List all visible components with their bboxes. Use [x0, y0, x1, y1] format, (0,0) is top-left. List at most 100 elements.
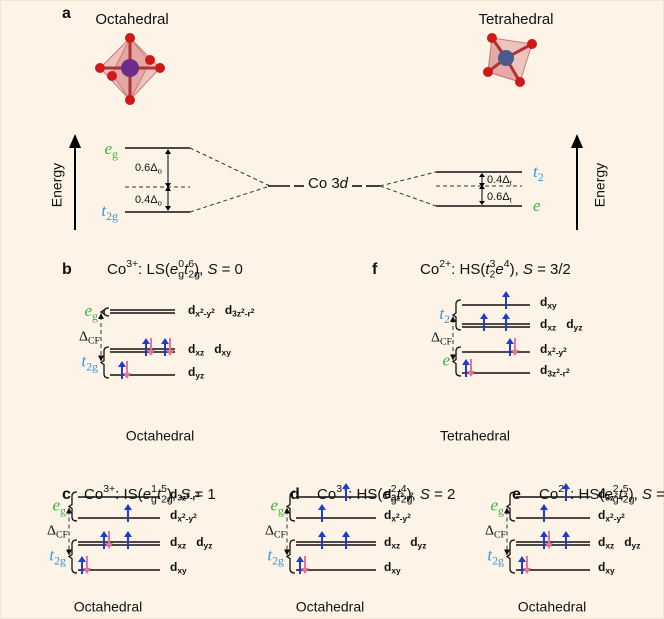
- text-part: e: [442, 350, 450, 369]
- text-part: 2: [563, 347, 567, 354]
- text-part: d: [170, 560, 177, 574]
- text-part: 3z: [605, 493, 614, 503]
- panel-letter: e: [512, 486, 521, 503]
- label: Co 3d: [308, 175, 349, 192]
- text-part: yz: [418, 541, 427, 551]
- text-part: d: [170, 487, 177, 501]
- text-part: 2+: [439, 258, 451, 270]
- text-part: = 0: [217, 261, 242, 278]
- panel-letter: f: [372, 261, 378, 278]
- text-part: : HS(: [348, 486, 382, 503]
- page: {"panel_a": {"letter": "a", "left_title"…: [0, 0, 664, 619]
- text-part: Δ: [431, 330, 440, 345]
- text-part: d: [170, 508, 177, 522]
- text-part: 2g: [272, 553, 284, 567]
- text-part: 2: [410, 492, 414, 499]
- text-part: d: [170, 535, 177, 549]
- text-part: d: [410, 535, 417, 549]
- background: [0, 0, 664, 619]
- text-part: g: [60, 503, 66, 517]
- text-part: e: [495, 261, 503, 278]
- caption: Octahedral: [126, 428, 194, 444]
- text-part: Δ: [265, 524, 274, 539]
- text-part: 3z: [232, 309, 241, 319]
- text-part: d: [188, 342, 195, 356]
- text-part: d: [540, 295, 547, 309]
- text-part: xy: [605, 566, 615, 576]
- text-part: Δ: [47, 524, 56, 539]
- text-part: : LS(: [138, 261, 170, 278]
- text-part: ),: [629, 486, 642, 503]
- text-part: 0.4Δ: [135, 194, 158, 206]
- text-part: 3+: [126, 258, 138, 270]
- text-part: xz: [391, 541, 400, 551]
- text-part: d: [225, 303, 232, 317]
- caption: Tetrahedral: [440, 428, 510, 444]
- text-part: 3+: [103, 483, 115, 495]
- text-part: d: [384, 508, 391, 522]
- text-part: ),: [194, 261, 207, 278]
- text-part: 3z: [177, 493, 186, 503]
- text-part: CF: [440, 337, 453, 348]
- text-part: CF: [56, 530, 69, 541]
- text-part: = 3/2: [533, 261, 571, 278]
- text-part: Co: [107, 261, 126, 278]
- text-part: 2: [566, 368, 570, 375]
- text-part: d: [566, 317, 573, 331]
- text-part: Co: [539, 486, 558, 503]
- text-part: 2: [624, 492, 628, 499]
- text-part: Co: [84, 486, 103, 503]
- text-part: e: [170, 261, 178, 278]
- text-part: 3z: [547, 369, 556, 379]
- text-part: Co: [317, 486, 336, 503]
- text-part: = 2: [430, 486, 455, 503]
- text-part: d: [540, 363, 547, 377]
- text-part: d: [598, 487, 605, 501]
- text-part: xz: [177, 541, 186, 551]
- text-part: 2: [621, 513, 625, 520]
- label: 0.6Δt: [487, 191, 513, 204]
- text-part: d: [188, 303, 195, 317]
- text-part: 2g: [492, 553, 504, 567]
- group-label: e: [442, 350, 450, 369]
- panel-letter: b: [62, 261, 72, 278]
- text-part: Co 3: [308, 175, 340, 192]
- text-part: CF: [274, 530, 287, 541]
- text-part: yz: [204, 541, 213, 551]
- text-part: S: [207, 261, 217, 278]
- text-part: CF: [88, 336, 101, 347]
- panel-letter: d: [290, 486, 300, 503]
- panel-letter: c: [62, 486, 71, 503]
- text-part: d: [540, 317, 547, 331]
- text-part: CF: [494, 530, 507, 541]
- text-part: xz: [195, 348, 204, 358]
- label: e: [533, 196, 541, 215]
- left-title: Octahedral: [95, 11, 168, 28]
- text-part: : IS(: [115, 486, 143, 503]
- caption: Octahedral: [518, 599, 586, 615]
- text-part: yz: [632, 541, 641, 551]
- text-part: d: [598, 560, 605, 574]
- text-part: xy: [177, 566, 187, 576]
- text-part: xz: [547, 323, 556, 333]
- text-part: d: [214, 342, 221, 356]
- text-part: d: [598, 508, 605, 522]
- text-part: Δ: [485, 524, 494, 539]
- text-part: g: [112, 147, 118, 161]
- text-part: 2: [444, 312, 450, 326]
- text-part: xy: [547, 301, 557, 311]
- text-part: d: [196, 535, 203, 549]
- text-part: d: [384, 487, 391, 501]
- text-part: xy: [391, 566, 401, 576]
- text-part: d: [598, 535, 605, 549]
- text-part: = 3/2: [652, 486, 664, 503]
- text-part: yz: [195, 371, 204, 381]
- text-part: 2: [211, 308, 215, 315]
- energy-label: Energy: [49, 163, 65, 207]
- text-part: 3z: [391, 493, 400, 503]
- text-part: 0.6Δ: [487, 191, 510, 203]
- energy-label: Energy: [592, 163, 608, 207]
- text-part: ),: [510, 261, 523, 278]
- text-part: S: [420, 486, 430, 503]
- text-part: yz: [574, 323, 583, 333]
